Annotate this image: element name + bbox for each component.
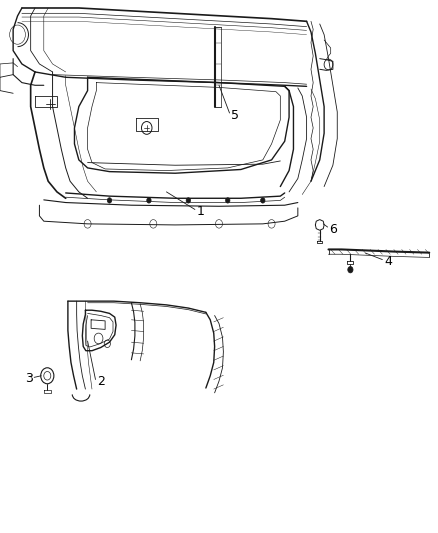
Text: 5: 5 (231, 109, 239, 122)
Text: 4: 4 (385, 255, 392, 268)
Circle shape (186, 198, 191, 203)
Circle shape (107, 198, 112, 203)
Text: 6: 6 (329, 223, 337, 236)
Text: 3: 3 (25, 372, 33, 385)
Circle shape (226, 198, 230, 203)
Circle shape (147, 198, 151, 203)
Text: 2: 2 (97, 375, 105, 387)
Circle shape (261, 198, 265, 203)
Circle shape (348, 266, 353, 273)
Text: 1: 1 (197, 205, 205, 218)
